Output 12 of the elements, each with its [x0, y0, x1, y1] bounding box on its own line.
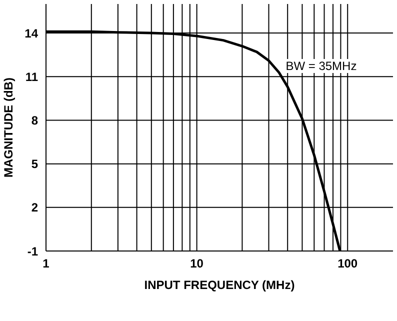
x-tick-label: 100: [338, 256, 358, 271]
annotation: BW = 35MHz: [284, 59, 359, 74]
x-axis-title: INPUT FREQUENCY (MHz): [144, 278, 295, 292]
y-tick-label: -1: [27, 244, 38, 258]
y-axis-title: MAGNITUDE (dB): [1, 78, 16, 178]
y-tick-label: 5: [31, 157, 38, 172]
y-tick-label: 8: [31, 113, 38, 128]
x-tick-label: 10: [190, 256, 204, 271]
y-tick-label: 14: [24, 26, 38, 40]
x-tick-label: 1: [42, 256, 50, 271]
y-tick-label: 11: [25, 70, 38, 84]
y-tick-label: 2: [31, 200, 38, 215]
